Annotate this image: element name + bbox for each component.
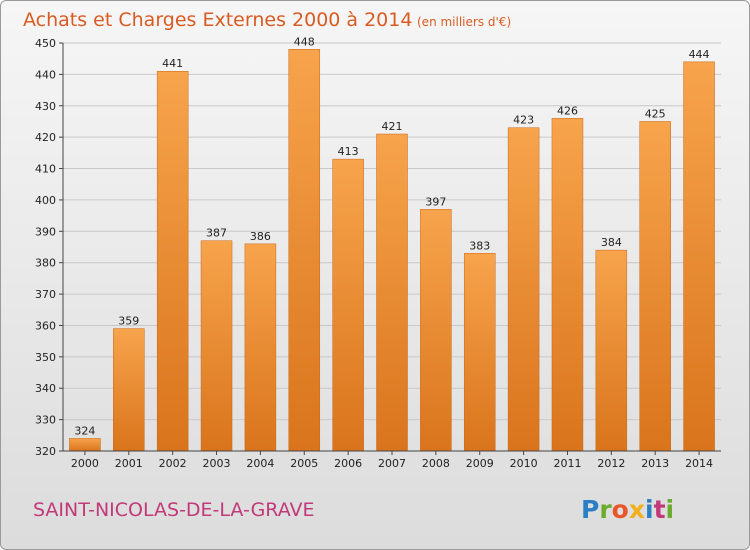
bar-2013 [639, 121, 671, 452]
commune-name: SAINT-NICOLAS-DE-LA-GRAVE [33, 499, 315, 521]
x-tick-label: 2006 [334, 457, 362, 470]
y-axis-ticks: 320 330 340 350 360 370 380 390 400 410 420 430 440 4… [35, 37, 63, 458]
x-tick-label: 2013 [641, 457, 669, 470]
x-tick-label: 2007 [378, 457, 406, 470]
x-tick-label: 2008 [422, 457, 450, 470]
bar-2011 [551, 118, 584, 452]
data-label-2009: 383 [469, 239, 490, 252]
x-tick-label: 2012 [597, 457, 625, 470]
bar-2003 [200, 240, 233, 452]
x-tick-label: 2005 [290, 457, 318, 470]
chart-subtitle: (en milliers d'€) [417, 15, 511, 29]
x-tick-label: 2010 [510, 457, 538, 470]
x-tick-label: 2011 [553, 457, 581, 470]
y-tick-label: 450 [35, 37, 56, 50]
y-tick-label: 400 [35, 194, 56, 207]
data-label-2011: 426 [557, 104, 578, 117]
data-label-2012: 384 [601, 236, 622, 249]
x-tick-label: 2003 [203, 457, 231, 470]
bar-2004 [244, 243, 277, 452]
bar-2012 [595, 249, 628, 452]
data-label-2000: 324 [74, 424, 95, 437]
y-tick-label: 430 [35, 100, 56, 113]
data-label-2005: 448 [294, 35, 315, 48]
y-tick-label: 380 [35, 257, 56, 270]
x-tick-label: 2004 [246, 457, 274, 470]
y-tick-label: 440 [35, 68, 56, 81]
x-tick-label: 2002 [159, 457, 187, 470]
data-label-2010: 423 [513, 114, 534, 127]
data-label-2007: 421 [382, 120, 403, 133]
y-tick-label: 410 [35, 163, 56, 176]
bar-2002 [156, 70, 189, 452]
data-label-2002: 441 [162, 57, 183, 70]
y-tick-label: 340 [35, 382, 56, 395]
bar-2006 [332, 158, 364, 452]
data-label-2001: 359 [118, 315, 139, 328]
data-label-2003: 387 [206, 227, 227, 240]
x-tick-label: 2001 [115, 457, 143, 470]
x-tick-label: 2009 [466, 457, 494, 470]
bar-2014 [683, 61, 715, 452]
x-tick-label: 2000 [71, 457, 99, 470]
x-tick-label: 2014 [685, 457, 713, 470]
y-tick-label: 330 [35, 414, 56, 427]
data-label-2006: 413 [338, 145, 359, 158]
data-label-2008: 397 [425, 195, 446, 208]
bar-2005 [288, 49, 321, 452]
bar-2007 [376, 133, 408, 452]
x-axis-ticks: 2000 2001 2002 2003 2004 2005 2006 2007 2008 2009… [71, 451, 713, 470]
bar-2008 [420, 209, 452, 452]
y-tick-label: 390 [35, 225, 56, 238]
bar-2001 [113, 328, 145, 452]
data-label-2014: 444 [689, 48, 710, 61]
y-tick-label: 420 [35, 131, 56, 144]
chart-title: Achats et Charges Externes 2000 à 2014 [23, 9, 412, 31]
data-labels: 324 359 441 387 386 448 413 421 397 383 423 426 384 4… [74, 35, 709, 437]
y-tick-label: 320 [35, 445, 56, 458]
bar-2009 [463, 253, 496, 452]
proxiti-logo: Proxiti [581, 495, 674, 524]
y-tick-label: 360 [35, 319, 56, 332]
svg-text:Proxiti: Proxiti [581, 495, 674, 524]
bar-2000 [69, 438, 101, 452]
y-tick-label: 370 [35, 288, 56, 301]
data-label-2013: 425 [645, 107, 666, 120]
data-label-2004: 386 [250, 230, 271, 243]
y-tick-label: 350 [35, 351, 56, 364]
bars [69, 49, 715, 452]
bar-2010 [507, 127, 540, 452]
